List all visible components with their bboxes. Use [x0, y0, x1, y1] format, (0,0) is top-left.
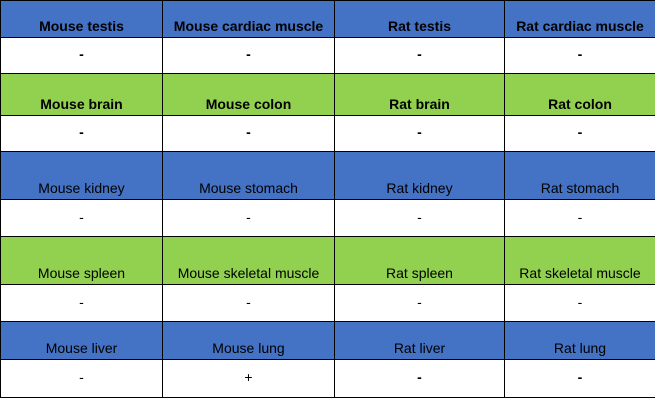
- value-cell-rat-spleen: -: [334, 284, 505, 322]
- value-cell-rat-liver: -: [334, 359, 505, 398]
- value-cell-mouse-testis: -: [0, 37, 163, 74]
- label-cell-mouse-testis: Mouse testis: [0, 0, 163, 38]
- label-cell-rat-testis: Rat testis: [334, 0, 505, 38]
- value-cell-rat-stomach: -: [504, 199, 655, 237]
- label-cell-mouse-liver: Mouse liver: [0, 321, 163, 360]
- label-cell-rat-liver: Rat liver: [334, 321, 505, 360]
- value-cell-rat-brain: -: [334, 115, 505, 152]
- label-row: Mouse kidney Mouse stomach Rat kidney Rat s…: [0, 151, 655, 200]
- label-cell-rat-skeletal-muscle: Rat skeletal muscle: [504, 236, 655, 285]
- value-cell-mouse-brain: -: [0, 115, 163, 152]
- value-cell-mouse-colon: -: [162, 115, 335, 152]
- label-row: Mouse brain Mouse colon Rat brain Rat colon: [0, 73, 655, 116]
- label-row: Mouse testis Mouse cardiac muscle Rat test…: [0, 0, 655, 38]
- value-cell-mouse-spleen: -: [0, 284, 163, 322]
- label-cell-rat-cardiac-muscle: Rat cardiac muscle: [504, 0, 655, 38]
- value-cell-rat-colon: -: [504, 115, 655, 152]
- label-cell-mouse-lung: Mouse lung: [162, 321, 335, 360]
- label-cell-mouse-colon: Mouse colon: [162, 73, 335, 116]
- value-cell-mouse-kidney: -: [0, 199, 163, 237]
- label-cell-mouse-kidney: Mouse kidney: [0, 151, 163, 200]
- value-cell-mouse-skeletal-muscle: -: [162, 284, 335, 322]
- value-cell-rat-kidney: -: [334, 199, 505, 237]
- value-cell-rat-testis: -: [334, 37, 505, 74]
- label-cell-rat-lung: Rat lung: [504, 321, 655, 360]
- label-cell-mouse-stomach: Mouse stomach: [162, 151, 335, 200]
- label-cell-rat-kidney: Rat kidney: [334, 151, 505, 200]
- label-cell-mouse-skeletal-muscle: Mouse skeletal muscle: [162, 236, 335, 285]
- value-row: ----: [0, 37, 655, 74]
- value-cell-mouse-stomach: -: [162, 199, 335, 237]
- value-row: ----: [0, 115, 655, 152]
- label-row: Mouse spleen Mouse skeletal muscle Rat spl…: [0, 236, 655, 285]
- value-cell-rat-skeletal-muscle: -: [504, 284, 655, 322]
- label-cell-rat-colon: Rat colon: [504, 73, 655, 116]
- value-cell-rat-lung: -: [504, 359, 655, 398]
- value-cell-mouse-cardiac-muscle: -: [162, 37, 335, 74]
- value-row: - + - -: [0, 359, 655, 398]
- label-cell-mouse-spleen: Mouse spleen: [0, 236, 163, 285]
- value-row: ----: [0, 199, 655, 237]
- value-cell-rat-cardiac-muscle: -: [504, 37, 655, 74]
- label-cell-mouse-brain: Mouse brain: [0, 73, 163, 116]
- value-cell-mouse-liver: -: [0, 359, 163, 398]
- label-cell-rat-brain: Rat brain: [334, 73, 505, 116]
- value-row: ----: [0, 284, 655, 322]
- label-cell-rat-spleen: Rat spleen: [334, 236, 505, 285]
- label-cell-rat-stomach: Rat stomach: [504, 151, 655, 200]
- label-cell-mouse-cardiac-muscle: Mouse cardiac muscle: [162, 0, 335, 38]
- label-row: Mouse liver Mouse lung Rat liver Rat lung: [0, 321, 655, 360]
- value-cell-mouse-lung: +: [162, 359, 335, 398]
